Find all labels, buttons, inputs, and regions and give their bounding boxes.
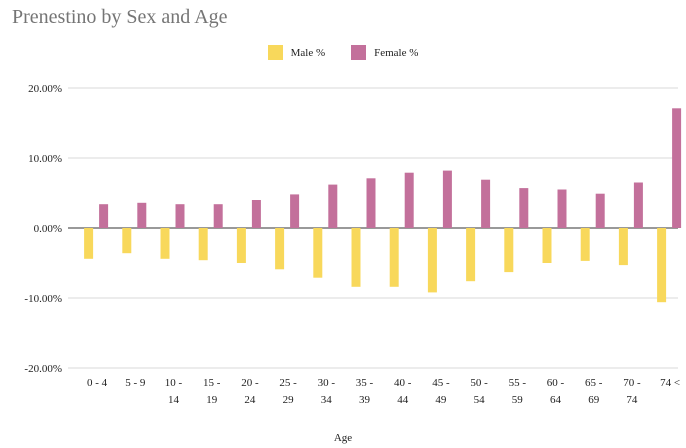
bar-male <box>389 228 399 287</box>
bar-female <box>290 194 300 228</box>
legend-label-female: Female % <box>374 46 419 59</box>
x-tick-label: 50 - <box>470 377 488 389</box>
x-tick-label: 35 - <box>356 377 374 389</box>
bar-female <box>213 204 223 228</box>
bar-female <box>99 204 109 228</box>
x-tick-label: 40 - <box>394 377 412 389</box>
legend-item-female[interactable]: Female % <box>351 45 418 60</box>
x-tick-label: 64 <box>550 394 562 406</box>
bar-male <box>427 228 437 293</box>
bar-male <box>504 228 514 273</box>
bar-female <box>633 182 643 228</box>
x-tick-label: 19 <box>206 394 218 406</box>
bar-male <box>542 228 552 263</box>
bar-female <box>175 204 185 228</box>
bar-female <box>442 170 452 228</box>
x-axis-label: Age <box>333 432 353 444</box>
x-tick-label: 25 - <box>279 377 297 389</box>
bar-male <box>313 228 323 278</box>
x-tick-label: 59 <box>512 394 524 406</box>
legend-swatch-female <box>351 45 367 60</box>
bar-female <box>519 188 529 228</box>
bar-female <box>251 200 261 228</box>
x-tick-label: 54 <box>474 394 486 406</box>
bar-male <box>122 228 132 254</box>
x-tick-label: 15 - <box>203 377 221 389</box>
bar-female <box>328 184 338 228</box>
y-tick-label: 20.00% <box>28 83 62 95</box>
bar-male <box>275 228 285 270</box>
x-tick-label: 74 <box>626 394 638 406</box>
y-tick-label: -20.00% <box>24 363 62 375</box>
legend-swatch-male <box>267 45 283 60</box>
bar-female <box>557 189 567 228</box>
y-tick-label: 0.00% <box>34 223 62 235</box>
legend-item-male[interactable]: Male % <box>267 45 326 60</box>
bar-female <box>481 179 491 228</box>
bar-female <box>137 202 147 228</box>
x-tick-label: 10 - <box>165 377 183 389</box>
bar-female <box>595 193 605 228</box>
x-tick-label: 70 - <box>623 377 641 389</box>
bar-male <box>466 228 476 282</box>
bar-male <box>198 228 208 261</box>
y-tick-label: 10.00% <box>28 153 62 165</box>
bar-male <box>580 228 590 261</box>
x-tick-label: 44 <box>397 394 409 406</box>
bar-male <box>84 228 94 259</box>
bar-male <box>160 228 170 259</box>
bar-male <box>618 228 628 266</box>
x-tick-label: 45 - <box>432 377 450 389</box>
legend-label-male: Male % <box>290 46 326 59</box>
bar-male <box>351 228 361 287</box>
x-tick-label: 39 <box>359 394 371 406</box>
x-tick-label: 20 - <box>241 377 259 389</box>
legend: Male % Female % <box>0 45 686 60</box>
x-tick-label: 0 - 4 <box>87 377 108 389</box>
bar-female <box>672 108 682 228</box>
x-tick-label: 49 <box>435 394 447 406</box>
bar-female <box>404 172 414 228</box>
bar-female <box>366 178 376 228</box>
x-tick-label: 29 <box>283 394 295 406</box>
y-tick-label: -10.00% <box>24 293 62 305</box>
x-tick-label: 34 <box>321 394 333 406</box>
x-tick-label: 74 < <box>660 377 680 389</box>
x-tick-label: 24 <box>244 394 256 406</box>
x-tick-label: 30 - <box>318 377 336 389</box>
bar-male <box>657 228 667 303</box>
x-tick-label: 60 - <box>547 377 565 389</box>
x-tick-label: 65 - <box>585 377 603 389</box>
x-tick-label: 55 - <box>509 377 527 389</box>
bar-male <box>236 228 246 263</box>
chart-title: Prenestino by Sex and Age <box>12 6 228 28</box>
x-tick-label: 5 - 9 <box>125 377 146 389</box>
x-tick-label: 69 <box>588 394 600 406</box>
x-tick-label: 14 <box>168 394 180 406</box>
